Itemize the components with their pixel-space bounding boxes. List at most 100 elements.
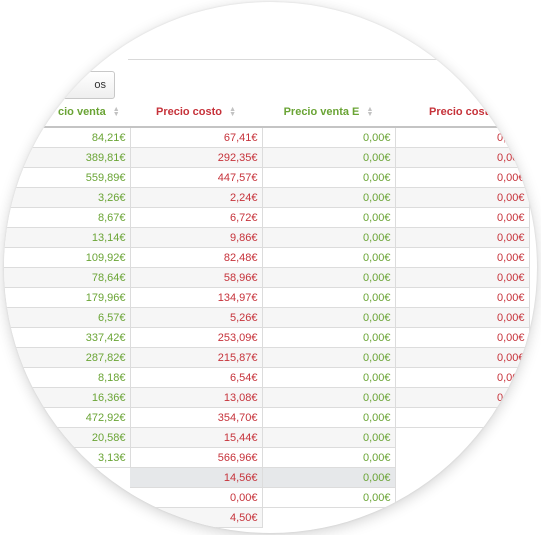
table-cell: 0,00€ [262,427,396,448]
top-divider [128,59,442,60]
table-row[interactable]: 78,64€ 58,96€ 0,00€ 0,00€ [4,267,530,288]
table-cell: 0,00€ [262,167,396,188]
table-row[interactable]: 337,42€ 253,09€ 0,00€ 0,00€ [4,327,530,348]
table-row[interactable]: 13,14€ 9,86€ 0,00€ 0,00€ [4,227,530,248]
table-cell: 109,92€ [4,247,131,268]
table-cell: 0,00€ [262,367,396,388]
table-cell: 0,00€ [262,147,396,168]
table-row[interactable]: 16,36€ 13,08€ 0,00€ 0,00€ [4,387,530,408]
table-row[interactable]: 6,57€ 5,26€ 0,00€ 0,00€ [4,307,530,328]
table-cell: 58,96€ [130,267,263,288]
table-cell: 0,00€ [395,347,530,368]
table-header-row: cio venta ▲ ▼ Precio costo ▲ ▼ Precio vent… [4,98,529,128]
sort-icon[interactable]: ▲ ▼ [112,106,120,119]
column-header-precio-costo-e[interactable]: Precio costo [395,98,529,128]
table-cell: 0,00€ [395,327,530,348]
table-cell: 82,48€ [130,247,263,268]
table-row[interactable]: 559,89€ 447,57€ 0,00€ 0,00€ [4,167,530,188]
table-cell: 15,44€ [130,427,263,448]
table-cell: 6,72€ [130,207,263,228]
table-cell [4,508,130,528]
table-cell: 78,64€ [4,267,131,288]
table-cell [395,448,529,468]
table-row[interactable]: 389,81€ 292,35€ 0,00€ 0,00€ [4,147,530,168]
table-cell [4,468,130,488]
table-cell: 9,86€ [130,227,263,248]
table-cell: 0,00€ [262,307,396,328]
table-row[interactable]: 84,21€ 67,41€ 0,00€ 0,00€ [4,127,530,148]
table-cell [395,488,529,508]
table-cell: 13,14€ [4,227,131,248]
table-cell: 20,58€ [4,427,131,448]
table-row[interactable]: 14,56€ 0,00€ [4,467,529,488]
toolbar-button[interactable]: os [44,71,115,99]
table-cell: 566,96€ [130,447,263,468]
table-cell: 0,00€ [395,167,530,188]
table-cell: 0,00€ [130,487,263,508]
table-cell: 5,26€ [130,307,263,328]
table-cell: 3,26€ [4,187,131,208]
table-cell [395,468,529,488]
table-cell: 8,67€ [4,207,131,228]
table-cell: 0,00€ [262,207,396,228]
table-cell: 0,00€ [395,287,530,308]
table-cell: 354,70€ [130,407,263,428]
table-cell: 215,87€ [130,347,263,368]
table-cell: 16,36€ [4,387,131,408]
table-cell: 2,24€ [130,187,263,208]
table-cell: 0,00€ [262,467,396,488]
table-cell: 179,96€ [4,287,131,308]
table-cell: 337,42€ [4,327,131,348]
table-cell: 447,57€ [130,167,263,188]
table-cell: 0,00€ [262,247,396,268]
table-cell [4,488,130,508]
table-cell: 0,00€ [395,387,530,408]
table-cell [262,508,395,528]
table-cell: 0,00€ [262,187,396,208]
table-row[interactable]: 109,92€ 82,48€ 0,00€ 0,00€ [4,247,530,268]
table-row[interactable]: 3,13€ 566,96€ 0,00€ [4,447,529,468]
table-row[interactable]: 179,96€ 134,97€ 0,00€ 0,00€ [4,287,530,308]
table-cell: 389,81€ [4,147,131,168]
toolbar-button-label: os [94,79,106,91]
table-cell: 0,00€ [395,307,530,328]
table-cell: 0,00€ [262,267,396,288]
table-cell: 0,00€ [262,447,396,468]
table-cell: 0,00€ [262,407,396,428]
table-cell: 0,00€ [262,387,396,408]
table-row[interactable]: 20,58€ 15,44€ 0,00€ [4,427,529,448]
table-row[interactable]: 3,26€ 2,24€ 0,00€ 0,00€ [4,187,530,208]
table-cell: 0,00€ [395,227,530,248]
table-cell: 0,00€ [395,127,530,148]
table-cell: 0,00€ [395,187,530,208]
table-cell: 84,21€ [4,127,131,148]
column-header-precio-costo[interactable]: Precio costo ▲ ▼ [130,98,262,128]
column-header-precio-venta-e[interactable]: Precio venta E ▲ ▼ [262,98,395,128]
table-row[interactable]: 287,82€ 215,87€ 0,00€ 0,00€ [4,347,530,368]
table-cell: 287,82€ [4,347,131,368]
table-cell: 67,41€ [130,127,263,148]
table-cell: 13,08€ [130,387,263,408]
table-cell: 0,00€ [262,347,396,368]
table-cell: 0,00€ [262,327,396,348]
table-cell: 3,13€ [4,447,131,468]
table-row[interactable]: 472,92€ 354,70€ 0,00€ 0,0 [4,407,530,428]
table-row[interactable]: 0,00€ 0,00€ [4,487,529,508]
table-cell: 472,92€ [4,407,131,428]
table-row[interactable]: 4,50€ [4,507,529,528]
table-body: 84,21€ 67,41€ 0,00€ 0,00€ 389,81€ 292,35€ 0,00… [4,127,530,528]
table-cell [395,428,529,448]
table-cell: 0,00€ [262,227,396,248]
sort-icon[interactable]: ▲ ▼ [366,106,374,119]
table-cell: 8,18€ [4,367,131,388]
sort-icon[interactable]: ▲ ▼ [229,106,237,119]
column-header-precio-venta[interactable]: cio venta ▲ ▼ [4,98,130,128]
table-cell: 0,00€ [395,207,530,228]
table-cell: 292,35€ [130,147,263,168]
table-cell: 0,00€ [262,487,396,508]
table-cell: 559,89€ [4,167,131,188]
table-row[interactable]: 8,18€ 6,54€ 0,00€ 0,00€ [4,367,530,388]
table-cell: 0,00€ [262,287,396,308]
table-row[interactable]: 8,67€ 6,72€ 0,00€ 0,00€ [4,207,530,228]
price-table: cio venta ▲ ▼ Precio costo ▲ ▼ Precio vent… [4,98,530,528]
